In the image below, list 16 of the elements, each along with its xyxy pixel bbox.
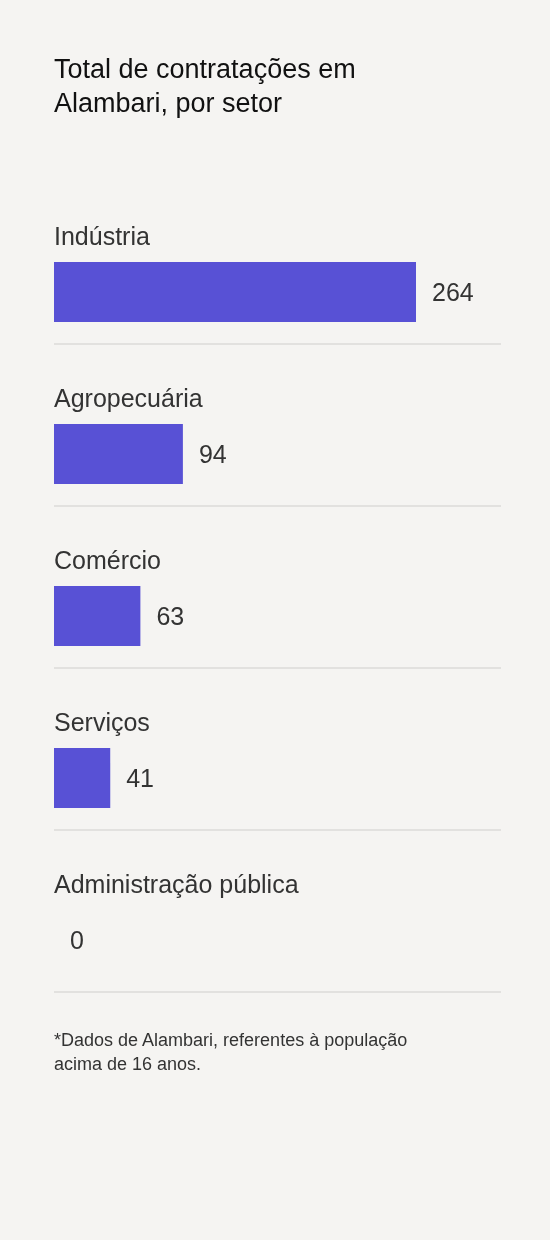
data-label: 94 — [198, 440, 227, 468]
y-tick-label: Serviços — [54, 707, 150, 736]
y-tick-label: Agropecuária — [54, 383, 203, 412]
chart-title: Total de contratações em Alambari, por setor — [54, 53, 357, 120]
annotation: *Dados de Alambari, referentes à população acima de 16 anos. — [54, 1029, 409, 1076]
bar — [54, 748, 111, 808]
bar — [54, 262, 416, 322]
data-label: 0 — [70, 926, 84, 954]
data-label: 41 — [126, 764, 155, 792]
y-tick-label: Administração pública — [54, 869, 299, 898]
y-tick-label: Indústria — [54, 221, 150, 250]
y-tick-label: Comércio — [54, 545, 161, 574]
bar — [54, 424, 183, 484]
bar — [54, 586, 141, 646]
data-label: 63 — [156, 602, 185, 630]
data-label: 264 — [432, 278, 474, 306]
